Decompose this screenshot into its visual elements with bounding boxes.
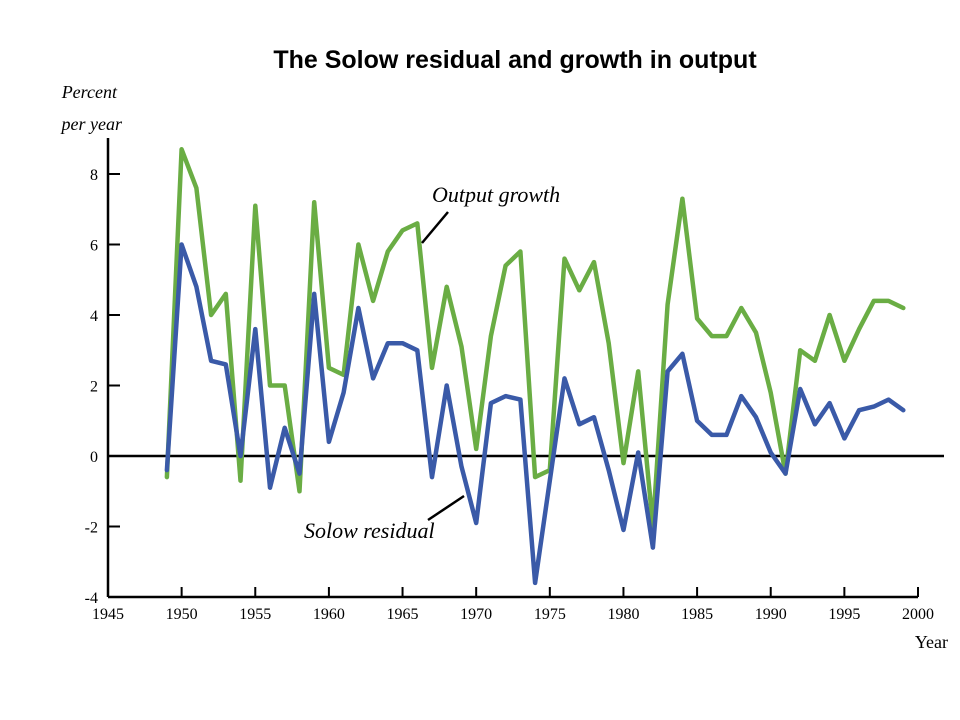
x-tick-label: 1995 — [828, 606, 860, 623]
annotation-solow-residual: Solow residual — [304, 518, 435, 543]
annotation-solow-residual-leader — [427, 494, 465, 522]
x-tick-label: 1945 — [92, 606, 124, 623]
y-tick-label: 4 — [90, 308, 98, 325]
y-tick-label: 2 — [90, 379, 98, 396]
y-axis-label-line2: per year — [60, 114, 123, 134]
y-tick-label: 0 — [90, 449, 98, 466]
y-tick-label: 8 — [90, 167, 98, 184]
y-tick-label: 6 — [90, 238, 98, 255]
x-tick-label: 1965 — [387, 606, 419, 623]
y-tick-label: -2 — [85, 520, 98, 537]
x-tick-label: 1960 — [313, 606, 345, 623]
y-tick-label: -4 — [85, 590, 98, 607]
x-tick-label: 1975 — [534, 606, 566, 623]
y-axis-label-line1: Percent — [61, 82, 118, 102]
x-tick-label: 1955 — [239, 606, 271, 623]
x-tick-label: 1980 — [607, 606, 639, 623]
chart-title: The Solow residual and growth in output — [273, 46, 757, 74]
x-tick-label: 1970 — [460, 606, 492, 623]
series-line-solow-residual — [164, 242, 906, 586]
annotation-output-growth: Output growth — [432, 182, 560, 207]
series-line-output-growth — [164, 147, 906, 529]
x-axis-label: Year — [915, 632, 948, 652]
annotation-output-growth-leader — [421, 211, 449, 244]
x-tick-label: 1990 — [755, 606, 787, 623]
x-tick-label: 1950 — [166, 606, 198, 623]
x-tick-label: 1985 — [681, 606, 713, 623]
x-tick-label: 2000 — [902, 606, 934, 623]
